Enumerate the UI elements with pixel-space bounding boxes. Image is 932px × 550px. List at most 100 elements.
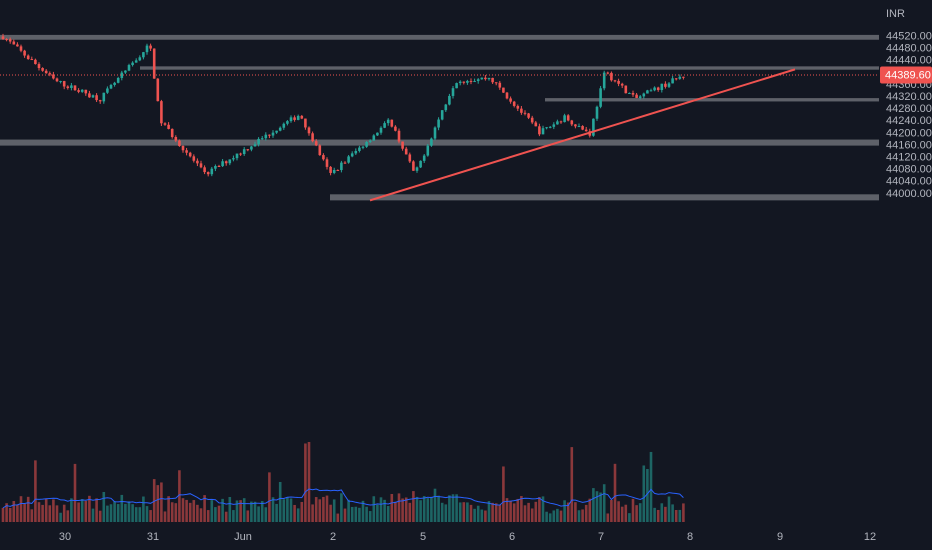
volume-bar (674, 509, 678, 522)
volume-bar (149, 510, 152, 522)
candle-body (142, 52, 145, 58)
candle-body (610, 72, 613, 81)
volume-bar (376, 504, 379, 522)
candle-body (437, 119, 440, 128)
candle-body (73, 85, 77, 91)
candle-body (88, 93, 91, 98)
volume-bar (638, 503, 642, 522)
candle-body (649, 90, 653, 92)
candle-body (116, 77, 120, 83)
candle-body (235, 153, 239, 159)
volume-bar (260, 501, 264, 522)
candle-body (268, 134, 271, 136)
volume-bar (361, 500, 365, 522)
candle-body (458, 81, 462, 84)
candle-body (12, 41, 16, 45)
candle-body (599, 88, 602, 107)
candle-body (448, 95, 451, 105)
volume-bar (66, 510, 70, 522)
volume-bar (656, 509, 660, 522)
volume-bar (325, 495, 329, 522)
candle-body (55, 78, 59, 82)
volume-bar (368, 511, 372, 522)
volume-moving-average (2, 488, 684, 509)
candle-body (404, 148, 408, 155)
candle-body (113, 82, 116, 85)
candle-body (347, 156, 350, 163)
volume-bar (588, 498, 592, 522)
volume-bar (383, 499, 386, 522)
volume-bar (563, 500, 566, 522)
volume-bar (437, 495, 440, 522)
volume-bar (232, 510, 235, 522)
candle-body (556, 121, 559, 125)
volume-bar (163, 511, 167, 522)
volume-bar (131, 504, 134, 522)
candle-body (1, 36, 5, 40)
volume-bar (307, 442, 311, 522)
candle-body (498, 82, 502, 88)
trendline-layer[interactable] (369, 68, 796, 202)
candle-body (5, 39, 8, 41)
volume-bar (322, 496, 325, 522)
volume-bar (541, 496, 545, 522)
candle-body (592, 118, 595, 136)
volume-bar (16, 504, 19, 522)
volume-bar (534, 501, 538, 522)
volume-bar (152, 479, 156, 522)
volume-bar (649, 451, 653, 522)
volume-bar (415, 496, 419, 522)
candle-body (95, 95, 98, 101)
y-tick-label-9: 44160.00 (886, 139, 932, 151)
volume-bar (127, 501, 131, 522)
volume-bar (264, 507, 268, 522)
volume-bar (466, 502, 469, 522)
volume-bar (214, 507, 217, 522)
candle-body (667, 83, 671, 87)
volume-bar (498, 504, 502, 522)
x-tick-label-5: 6 (509, 531, 515, 543)
volume-bar (192, 500, 196, 522)
volume-bar (336, 513, 340, 522)
candle-body (16, 44, 19, 47)
candle-body (260, 138, 264, 140)
volume-bar (520, 496, 523, 522)
volume-bar (386, 505, 390, 522)
candle-body (494, 82, 498, 84)
candle-body (199, 163, 203, 168)
candle-body (275, 130, 278, 133)
volume-bar (458, 502, 462, 522)
candle-body (325, 159, 329, 167)
candle-body (239, 153, 242, 155)
candle-body (178, 140, 181, 146)
candle-body (26, 55, 30, 60)
time-axis[interactable]: 30 31 Jun 2 5 6 7 8 9 12 (59, 531, 876, 543)
volume-bar (462, 502, 466, 522)
volume-bar (293, 504, 296, 522)
candle-body (397, 130, 401, 142)
candle-body (541, 128, 545, 135)
volume-bar (23, 503, 26, 522)
volume-bar (491, 502, 494, 522)
candle-body (242, 149, 246, 155)
last-price-tag: 44389.60 (880, 66, 932, 84)
volume-bar (239, 500, 242, 522)
x-tick-label-2: Jun (234, 531, 252, 543)
y-tick-label-7: 44240.00 (886, 115, 932, 127)
candle-body (293, 117, 296, 120)
candle-body (278, 127, 282, 131)
volume-bar (430, 496, 433, 522)
volume-bar (592, 488, 595, 522)
candle-body (548, 126, 552, 128)
volume-bar (365, 506, 368, 522)
volume-bar (242, 498, 246, 522)
price-axis[interactable]: INR 44520.0044480.0044440.0044400.004436… (886, 8, 932, 200)
volume-bar (91, 508, 95, 522)
candle-body (433, 127, 437, 139)
candle-body (59, 81, 62, 83)
candle-body (358, 147, 361, 151)
volume-bar (138, 507, 142, 522)
volume-bar (444, 504, 448, 522)
y-tick-label-1: 44480.00 (886, 43, 932, 55)
